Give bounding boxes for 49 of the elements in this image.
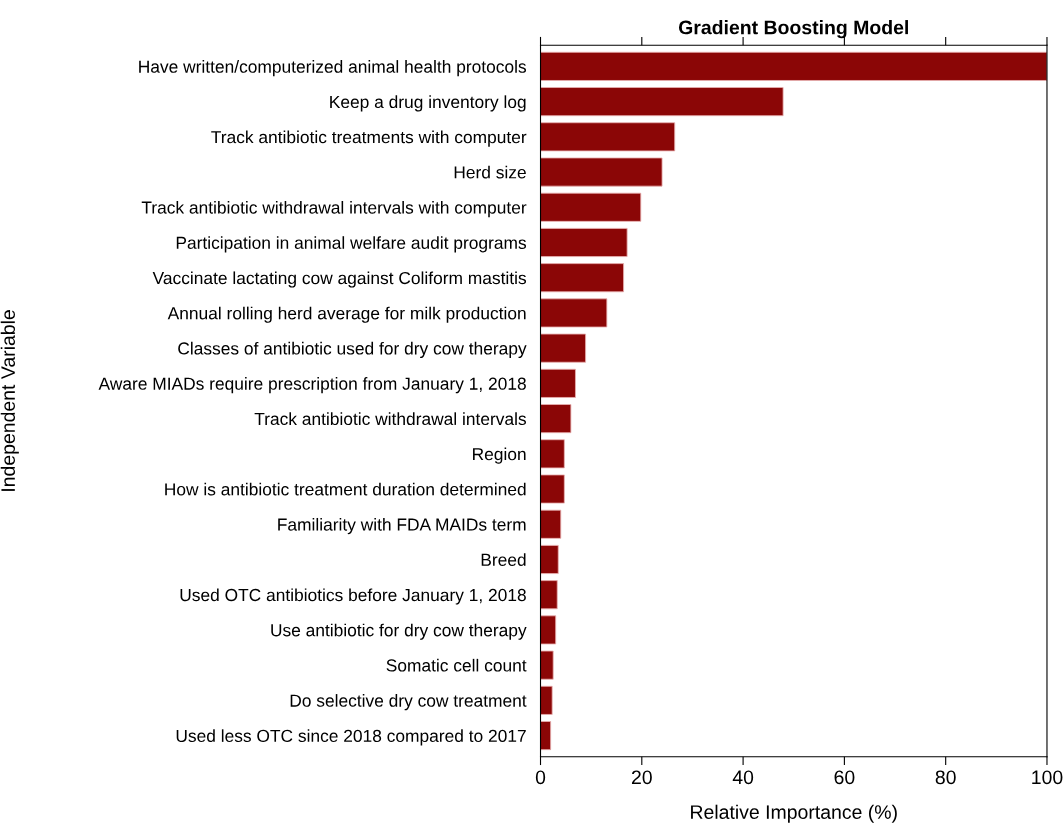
bar xyxy=(540,439,565,469)
y-tick-label: Use antibiotic for dry cow therapy xyxy=(271,623,527,640)
bar xyxy=(540,87,784,117)
y-tick-label: Do selective dry cow treatment xyxy=(290,694,527,711)
bar xyxy=(540,51,1047,81)
x-tick-label: 100 xyxy=(1032,770,1063,785)
bar xyxy=(540,650,554,680)
bar xyxy=(540,368,576,398)
x-axis-title: Relative Importance (%) xyxy=(691,804,897,823)
y-tick-label: Classes of antibiotic used for dry cow therapy xyxy=(178,341,527,359)
bar xyxy=(540,721,552,751)
x-tick-label: 20 xyxy=(631,770,652,785)
y-tick-label: Track antibiotic withdrawal intervals with computer xyxy=(141,200,527,218)
y-tick-label: Region xyxy=(473,447,526,464)
bar xyxy=(540,509,562,539)
x-tick-label: 60 xyxy=(834,770,855,785)
bar xyxy=(540,157,663,187)
bar xyxy=(540,263,624,293)
y-tick-label: Herd size xyxy=(454,165,526,179)
bar xyxy=(540,404,572,434)
bar xyxy=(540,685,553,715)
bar xyxy=(540,192,642,222)
y-tick-label: Aware MIADs require prescription from January 1, 2018 xyxy=(98,377,526,394)
y-tick-label: Breed xyxy=(481,553,526,566)
bar xyxy=(540,122,676,152)
y-tick-label: Vaccinate lactating cow against Coliform mastitis xyxy=(152,271,527,288)
y-tick-label: Keep a drug inventory log xyxy=(330,95,526,112)
y-tick-label: Familiarity with FDA MAIDs term xyxy=(278,517,526,535)
y-tick-label: Somatic cell count xyxy=(386,658,527,672)
bar xyxy=(540,544,559,574)
y-axis-title: Independent Variable xyxy=(0,310,19,491)
y-tick-label: Track antibiotic treatments with computer xyxy=(211,130,527,147)
y-tick-label: Participation in animal welfare audit programs xyxy=(176,236,527,253)
y-tick-label: Used less OTC since 2018 compared to 2017 xyxy=(176,729,526,746)
y-tick-label: Annual rolling herd average for milk production xyxy=(167,306,526,323)
bar xyxy=(540,333,587,363)
bar xyxy=(540,227,628,257)
y-tick-label: Track antibiotic withdrawal intervals xyxy=(254,412,527,426)
x-tick-label: 80 xyxy=(935,770,956,785)
x-tick-label: 40 xyxy=(732,770,754,785)
bar xyxy=(540,615,557,645)
y-tick-label: Used OTC antibiotics before January 1, 2018 xyxy=(180,588,526,605)
bar xyxy=(540,580,558,610)
chart-title: Gradient Boosting Model xyxy=(678,20,908,39)
y-tick-label: Have written/computerized animal health protocols xyxy=(139,60,527,77)
x-tick-label: 0 xyxy=(535,770,546,785)
bar xyxy=(540,474,565,504)
y-tick-label: How is antibiotic treatment duration determined xyxy=(165,482,526,496)
bar xyxy=(540,298,608,328)
